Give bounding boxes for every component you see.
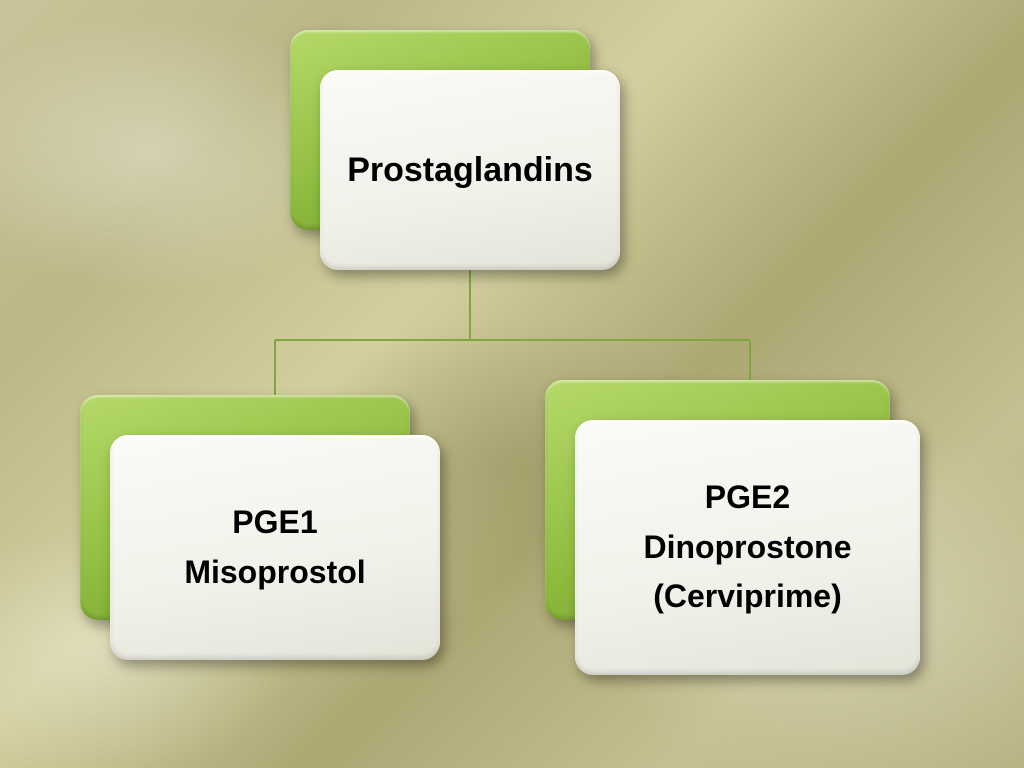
node-root-label: Prostaglandins [347,144,593,197]
node-left-front: PGE1 Misoprostol [110,435,440,660]
node-right-front: PGE2 Dinoprostone (Cerviprime) [575,420,920,675]
node-root-front: Prostaglandins [320,70,620,270]
node-right-label: PGE2 Dinoprostone (Cerviprime) [644,473,852,622]
node-left-label: PGE1 Misoprostol [184,498,365,597]
